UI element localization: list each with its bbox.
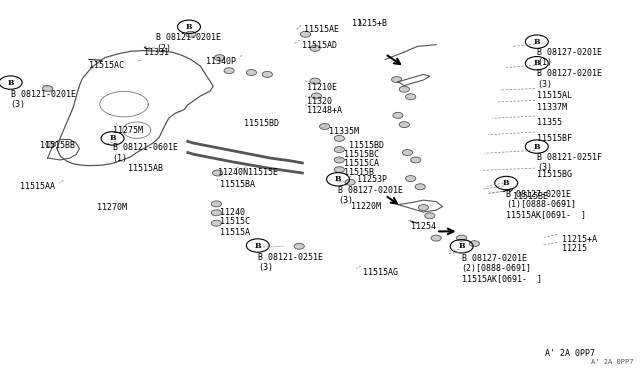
Text: B 08127-0201E
(3): B 08127-0201E (3) xyxy=(537,69,602,89)
Circle shape xyxy=(425,213,435,219)
Circle shape xyxy=(246,70,257,76)
Text: 11515AA: 11515AA xyxy=(20,182,55,191)
Circle shape xyxy=(399,122,410,128)
Text: 11515AB: 11515AB xyxy=(128,164,163,173)
Text: 11515BC: 11515BC xyxy=(344,150,380,159)
Circle shape xyxy=(415,184,426,190)
Circle shape xyxy=(334,135,344,141)
Text: 11210E: 11210E xyxy=(307,83,337,92)
Circle shape xyxy=(393,112,403,118)
Circle shape xyxy=(419,205,429,211)
Text: 11515E: 11515E xyxy=(248,168,278,177)
Text: 11515BF: 11515BF xyxy=(537,134,572,143)
Text: 11355: 11355 xyxy=(537,118,562,127)
Text: 11515BG: 11515BG xyxy=(537,170,572,179)
Circle shape xyxy=(310,45,320,51)
Circle shape xyxy=(311,93,321,99)
Text: 11331: 11331 xyxy=(145,48,170,57)
Circle shape xyxy=(211,201,221,207)
Circle shape xyxy=(319,124,330,129)
Text: B: B xyxy=(503,179,509,187)
Text: B 08121-0201E
(3): B 08121-0201E (3) xyxy=(11,90,76,109)
Text: 11515BD: 11515BD xyxy=(244,119,279,128)
Circle shape xyxy=(392,77,402,83)
Text: 11340P: 11340P xyxy=(205,57,236,65)
Text: B: B xyxy=(186,23,192,31)
Text: B: B xyxy=(458,242,465,250)
Circle shape xyxy=(300,31,310,37)
Text: A' 2A 0PP7: A' 2A 0PP7 xyxy=(545,349,595,358)
Circle shape xyxy=(334,147,344,153)
Text: B: B xyxy=(109,134,116,142)
Text: 11515BB: 11515BB xyxy=(40,141,75,150)
Text: 11240N: 11240N xyxy=(218,168,248,177)
Circle shape xyxy=(262,71,273,77)
Text: 11515CA: 11515CA xyxy=(344,159,380,168)
Text: 11253P: 11253P xyxy=(357,175,387,184)
Text: 11270M: 11270M xyxy=(97,203,127,212)
Text: 11335M: 11335M xyxy=(329,127,359,136)
Circle shape xyxy=(345,179,355,185)
Circle shape xyxy=(334,157,344,163)
Text: 11254: 11254 xyxy=(411,222,436,231)
Circle shape xyxy=(211,220,221,226)
Text: 11515C: 11515C xyxy=(220,217,250,226)
Circle shape xyxy=(42,86,52,92)
Text: 11215: 11215 xyxy=(563,244,588,253)
Text: 11515AE: 11515AE xyxy=(303,25,339,34)
Circle shape xyxy=(212,170,223,176)
Circle shape xyxy=(406,94,416,100)
Text: B 08127-0201E
(3): B 08127-0201E (3) xyxy=(338,186,403,205)
Text: B 08121-0601E
(1): B 08121-0601E (1) xyxy=(113,143,177,163)
Text: B: B xyxy=(534,142,540,151)
Text: 11240: 11240 xyxy=(220,208,244,217)
Text: B 08121-0251F
(3): B 08121-0251F (3) xyxy=(537,153,602,172)
Text: 11275M: 11275M xyxy=(113,126,143,135)
Text: 11337M: 11337M xyxy=(537,103,567,112)
Text: 11515AL: 11515AL xyxy=(537,91,572,100)
Text: 11320: 11320 xyxy=(307,97,332,106)
Circle shape xyxy=(469,241,479,247)
Circle shape xyxy=(334,167,344,173)
Text: B: B xyxy=(335,175,341,183)
Text: 11515BA: 11515BA xyxy=(220,180,255,189)
Text: B 08127-0201E
(1)[0888-0691]
11515AK[0691-  ]: B 08127-0201E (1)[0888-0691] 11515AK[069… xyxy=(506,190,586,219)
Text: B 08121-0251E
(3): B 08121-0251E (3) xyxy=(258,253,323,272)
Text: B 08127-0201E
(2)[0888-0691]
11515AK[0691-  ]: B 08127-0201E (2)[0888-0691] 11515AK[069… xyxy=(461,254,541,283)
Text: B: B xyxy=(534,59,540,67)
Circle shape xyxy=(186,31,196,37)
Circle shape xyxy=(214,55,225,61)
Text: 11515B: 11515B xyxy=(344,168,374,177)
Circle shape xyxy=(456,235,467,241)
Text: 11515BE: 11515BE xyxy=(513,192,548,201)
Circle shape xyxy=(399,86,410,92)
Text: 11515AC: 11515AC xyxy=(89,61,124,70)
Text: B: B xyxy=(255,241,261,250)
Circle shape xyxy=(411,157,421,163)
Text: B: B xyxy=(8,78,14,87)
Text: 11515BD: 11515BD xyxy=(349,141,384,150)
Text: 11215+A: 11215+A xyxy=(563,235,597,244)
Text: A' 2A 0PP7: A' 2A 0PP7 xyxy=(591,359,634,365)
Text: 11215+B: 11215+B xyxy=(352,19,387,28)
Text: 11515AD: 11515AD xyxy=(302,41,337,50)
Text: B: B xyxy=(534,38,540,46)
Circle shape xyxy=(310,78,320,84)
Circle shape xyxy=(294,243,304,249)
Circle shape xyxy=(45,141,56,147)
Text: B 08127-0201E
(1): B 08127-0201E (1) xyxy=(537,48,602,67)
Text: 11515A: 11515A xyxy=(220,228,250,237)
Circle shape xyxy=(406,176,416,182)
Circle shape xyxy=(211,210,221,216)
Text: 11220M: 11220M xyxy=(351,202,381,211)
Text: 11248+A: 11248+A xyxy=(307,106,342,115)
Circle shape xyxy=(224,68,234,74)
Circle shape xyxy=(431,235,441,241)
Text: B 08121-0201E
(2): B 08121-0201E (2) xyxy=(157,33,221,53)
Text: 11515AG: 11515AG xyxy=(363,268,398,277)
Circle shape xyxy=(403,150,413,155)
